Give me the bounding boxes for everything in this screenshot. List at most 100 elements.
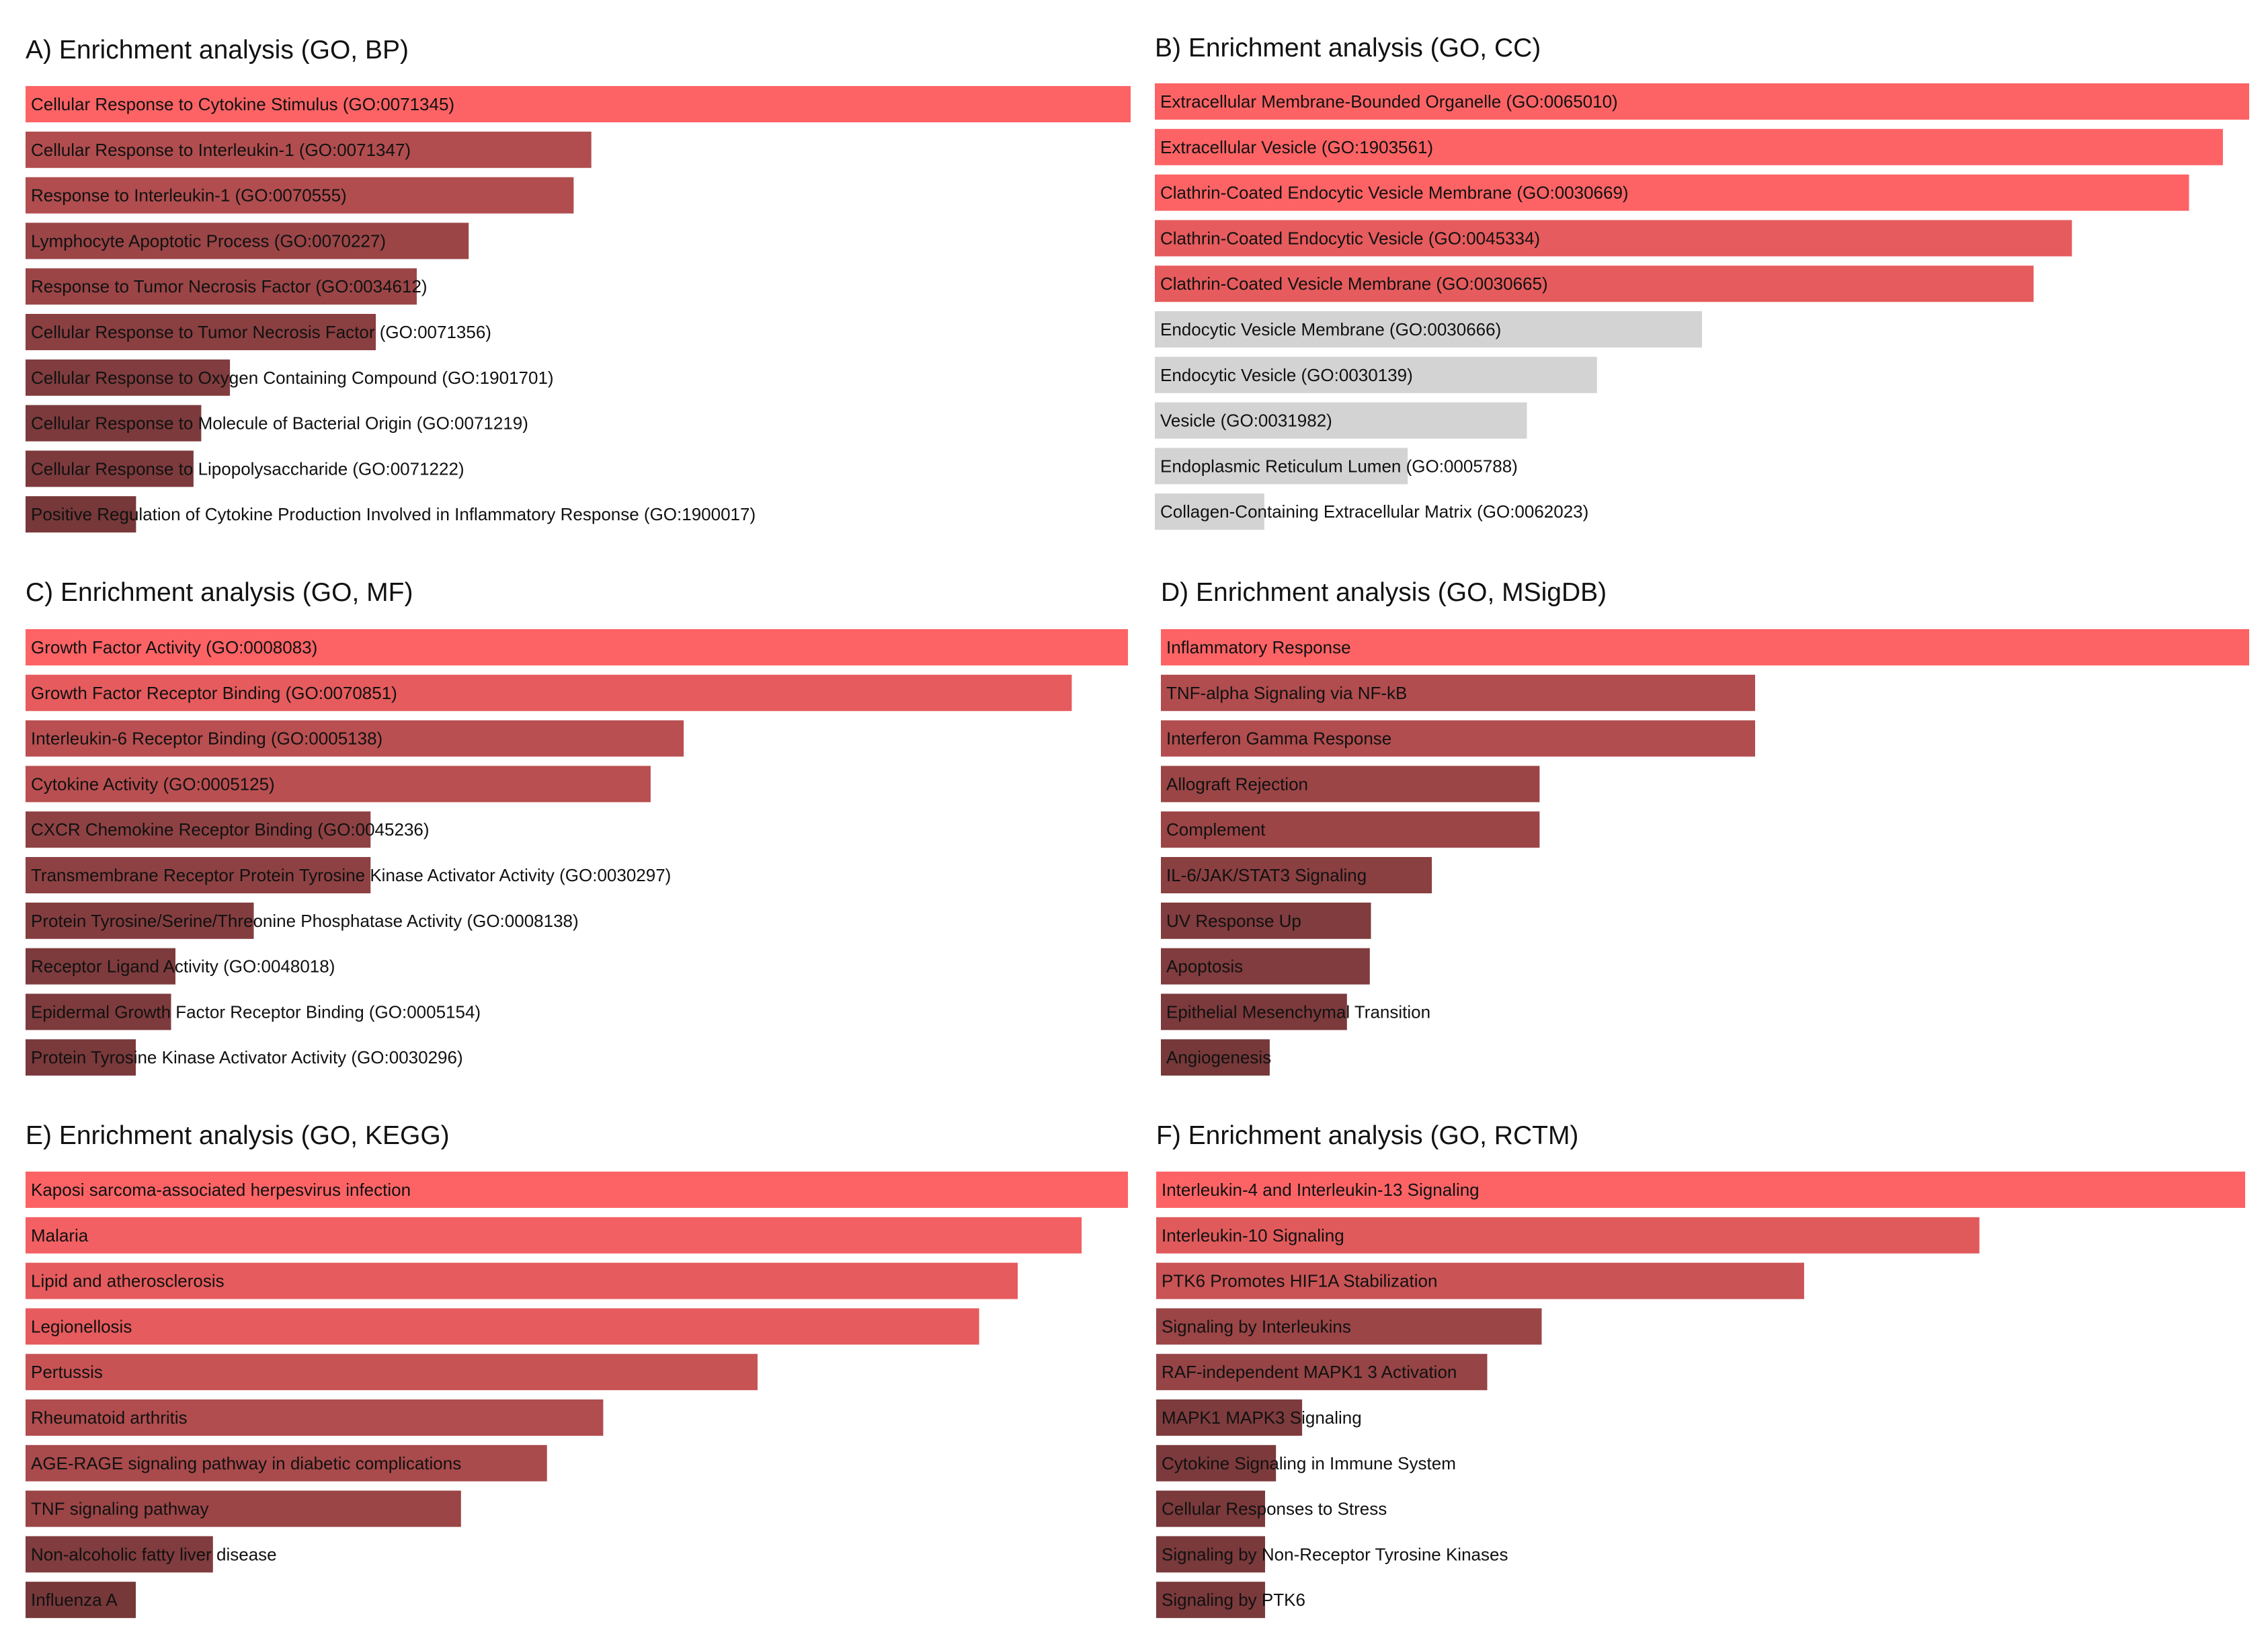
panel-c-bar-3 <box>26 720 684 757</box>
panel-d-bar-label-5: Complement <box>1166 819 1266 840</box>
panel-c-bar-label-5: CXCR Chemokine Receptor Binding (GO:0045… <box>31 819 430 840</box>
panel-d-bar-label-1: Inflammatory Response <box>1166 637 1351 657</box>
panel-e-bar-label-3: Lipid and atherosclerosis <box>31 1271 225 1291</box>
panel-f-bar-label-6: MAPK1 MAPK3 Signaling <box>1162 1408 1362 1428</box>
panel-f-bar-6 <box>1156 1399 1303 1436</box>
panel-a-title: A) Enrichment analysis (GO, BP) <box>26 36 409 65</box>
panel-c-bar-1 <box>26 629 1128 665</box>
panel-e-bar-4 <box>26 1308 979 1345</box>
panel-d-bar-label-8: Apoptosis <box>1166 957 1243 977</box>
panel-a-bar-7 <box>26 359 231 396</box>
panel-c-bar-9 <box>26 993 171 1030</box>
panel-c-bar-5 <box>26 811 371 848</box>
panel-b-bar-label-6: Endocytic Vesicle Membrane (GO:0030666) <box>1160 319 1501 339</box>
panel-e-bar-7 <box>26 1444 547 1481</box>
panel-d-bar-label-9: Epithelial Mesenchymal Transition <box>1166 1002 1430 1022</box>
panel-a-bar-label-6: Cellular Response to Tumor Necrosis Fact… <box>31 322 491 342</box>
panel-a-bar-label-1: Cellular Response to Cytokine Stimulus (… <box>31 94 454 114</box>
panel-e-bar-label-1: Kaposi sarcoma-associated herpesvirus in… <box>31 1180 411 1200</box>
panel-c-bar-7 <box>26 902 254 939</box>
panel-c-bar-4 <box>26 766 651 803</box>
panel-a-bar-label-7: Cellular Response to Oxygen Containing C… <box>31 368 554 388</box>
panel-c-bar-label-4: Cytokine Activity (GO:0005125) <box>31 774 275 794</box>
panel-f-bar-3 <box>1156 1262 1804 1299</box>
panel-e-bar-label-10: Influenza A <box>31 1590 118 1610</box>
panel-d-bar-4 <box>1161 766 1540 803</box>
panel-b-bar-label-2: Extracellular Vesicle (GO:1903561) <box>1160 137 1433 157</box>
panel-f-bar-label-9: Signaling by Non-Receptor Tyrosine Kinas… <box>1162 1544 1508 1564</box>
panel-b: B) Enrichment analysis (GO, CC) Extracell… <box>1155 34 2249 530</box>
panel-c-bar-10 <box>26 1039 136 1076</box>
panel-e-bar-label-7: AGE-RAGE signaling pathway in diabetic c… <box>31 1453 461 1473</box>
panel-e-bar-label-8: TNF signaling pathway <box>31 1499 208 1519</box>
panel-b-bar-label-3: Clathrin-Coated Endocytic Vesicle Membra… <box>1160 183 1629 203</box>
panel-d-bar-label-6: IL-6/JAK/STAT3 Signaling <box>1166 865 1367 885</box>
panel-b-bar-label-4: Clathrin-Coated Endocytic Vesicle (GO:00… <box>1160 228 1540 248</box>
panel-c-bar-label-7: Protein Tyrosine/Serine/Threonine Phosph… <box>31 911 579 931</box>
panel-d: D) Enrichment analysis (GO, MSigDB) Infla… <box>1161 578 2249 1076</box>
panel-c-bar-label-8: Receptor Ligand Activity (GO:0048018) <box>31 957 335 977</box>
panel-d-bar-6 <box>1161 857 1432 893</box>
panel-a-bar-6 <box>26 314 376 350</box>
panel-d-bar-5 <box>1161 811 1540 848</box>
panel-b-bar-3 <box>1155 174 2189 211</box>
panel-e-bar-label-4: Legionellosis <box>31 1316 132 1336</box>
panel-b-bar-1 <box>1155 83 2249 120</box>
panel-b-bar-5 <box>1155 266 2034 302</box>
panel-d-bar-8 <box>1161 948 1370 985</box>
panel-b-bar-label-10: Collagen-Containing Extracellular Matrix… <box>1160 501 1588 522</box>
panel-e-bar-9 <box>26 1536 213 1573</box>
panel-d-bar-label-4: Allograft Rejection <box>1166 774 1308 794</box>
panel-f: F) Enrichment analysis (GO, RCTM) Interle… <box>1156 1121 2245 1619</box>
panel-f-bar-10 <box>1156 1582 1265 1619</box>
panel-d-bar-label-10: Angiogenesis <box>1166 1047 1271 1067</box>
panel-e-bar-label-5: Pertussis <box>31 1362 103 1382</box>
panel-f-bar-1 <box>1156 1172 2245 1208</box>
panel-e-bar-1 <box>26 1172 1128 1208</box>
panel-c-bar-label-1: Growth Factor Activity (GO:0008083) <box>31 637 317 657</box>
panel-c-bar-label-9: Epidermal Growth Factor Receptor Binding… <box>31 1002 481 1022</box>
panel-c-bar-8 <box>26 948 175 985</box>
panel-d-bar-7 <box>1161 902 1371 939</box>
panel-a-bar-2 <box>26 131 592 168</box>
panel-f-bar-label-3: PTK6 Promotes HIF1A Stabilization <box>1162 1271 1437 1291</box>
panel-d-title: D) Enrichment analysis (GO, MSigDB) <box>1161 578 1607 607</box>
panel-b-bar-4 <box>1155 220 2072 257</box>
panel-e-bar-label-9: Non-alcoholic fatty liver disease <box>31 1544 277 1564</box>
panel-f-bar-label-5: RAF-independent MAPK1 3 Activation <box>1162 1362 1457 1382</box>
panel-b-bar-6 <box>1155 311 1702 348</box>
panel-f-bar-label-2: Interleukin-10 Signaling <box>1162 1225 1344 1246</box>
panel-e-bar-label-2: Malaria <box>31 1225 89 1246</box>
panel-a-bar-label-9: Cellular Response to Lipopolysaccharide … <box>31 458 464 479</box>
panel-c-bar-label-6: Transmembrane Receptor Protein Tyrosine … <box>31 865 671 885</box>
panel-a-bar-label-3: Response to Interleukin-1 (GO:0070555) <box>31 186 347 206</box>
panel-e-bar-6 <box>26 1399 604 1436</box>
panel-e-bar-3 <box>26 1262 1018 1299</box>
panel-d-bar-label-2: TNF-alpha Signaling via NF-kB <box>1166 683 1407 703</box>
panel-a-bar-label-8: Cellular Response to Molecule of Bacteri… <box>31 413 528 434</box>
panel-f-bar-label-7: Cytokine Signaling in Immune System <box>1162 1453 1456 1473</box>
panel-e-bar-10 <box>26 1582 136 1619</box>
panel-f-bar-label-8: Cellular Responses to Stress <box>1162 1499 1387 1519</box>
panel-e: E) Enrichment analysis (GO, KEGG) Kaposi … <box>26 1121 1128 1619</box>
panel-f-bar-9 <box>1156 1536 1265 1573</box>
panel-f-bar-label-10: Signaling by PTK6 <box>1162 1590 1305 1610</box>
panel-b-bar-7 <box>1155 356 1597 393</box>
panel-c-bar-label-3: Interleukin-6 Receptor Binding (GO:00051… <box>31 729 382 749</box>
panel-d-bar-3 <box>1161 720 1755 757</box>
panel-a-bar-label-10: Positive Regulation of Cytokine Producti… <box>31 504 756 524</box>
panel-f-bar-7 <box>1156 1444 1277 1481</box>
panel-d-bar-9 <box>1161 993 1347 1030</box>
panel-b-bar-label-9: Endoplasmic Reticulum Lumen (GO:0005788) <box>1160 456 1518 476</box>
panel-d-bar-2 <box>1161 674 1755 711</box>
panel-f-bar-8 <box>1156 1490 1265 1527</box>
panel-e-bar-label-6: Rheumatoid arthritis <box>31 1408 188 1428</box>
panel-a-bar-label-5: Response to Tumor Necrosis Factor (GO:00… <box>31 276 428 296</box>
panel-d-bar-label-3: Interferon Gamma Response <box>1166 729 1391 749</box>
panel-a-bar-label-2: Cellular Response to Interleukin-1 (GO:0… <box>31 140 411 160</box>
panel-e-bar-8 <box>26 1490 461 1527</box>
panel-e-bar-5 <box>26 1354 758 1391</box>
panel-f-bar-5 <box>1156 1354 1488 1391</box>
panel-b-bar-label-5: Clathrin-Coated Vesicle Membrane (GO:003… <box>1160 274 1548 294</box>
